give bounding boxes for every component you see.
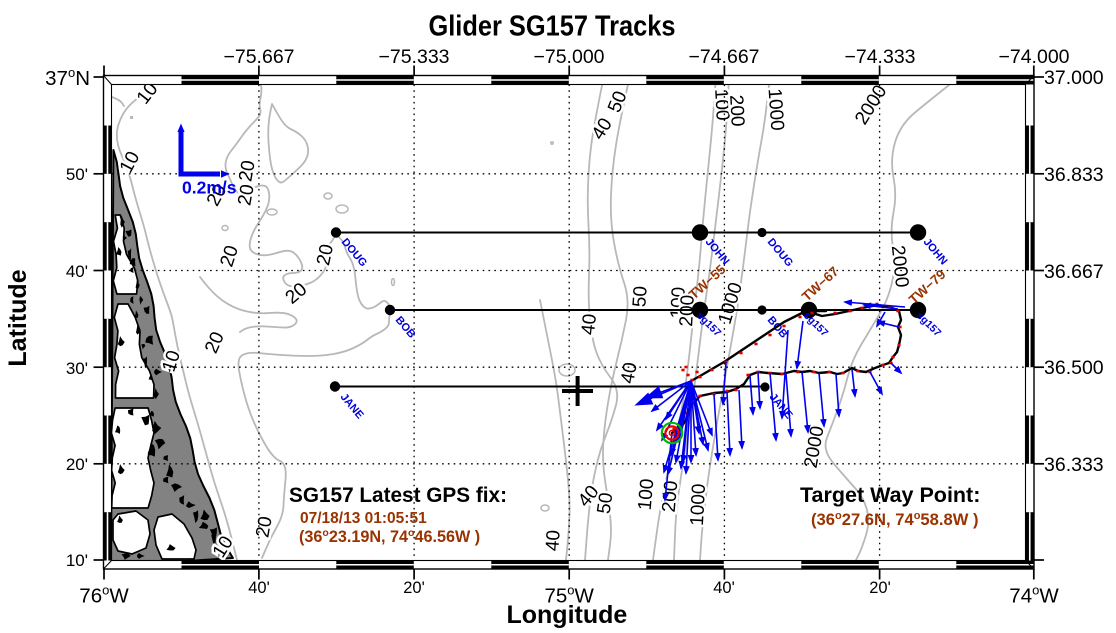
svg-text:−74.000: −74.000 <box>998 46 1069 68</box>
svg-text:40: 40 <box>617 361 641 385</box>
svg-text:76oW: 76oW <box>79 583 129 608</box>
svg-text:40': 40' <box>248 579 270 597</box>
svg-text:20: 20 <box>313 242 338 267</box>
svg-text:50: 50 <box>629 285 651 308</box>
svg-text:−75.333: −75.333 <box>378 46 449 68</box>
svg-text:20: 20 <box>234 183 258 207</box>
svg-text:40: 40 <box>542 529 564 552</box>
svg-text:1000: 1000 <box>687 483 710 526</box>
svg-text:−74.333: −74.333 <box>844 46 915 68</box>
svg-text:36.333: 36.333 <box>1044 454 1104 476</box>
svg-text:20': 20' <box>403 579 425 597</box>
svg-text:40: 40 <box>578 313 601 336</box>
svg-text:30': 30' <box>66 359 88 378</box>
svg-text:37oN: 37oN <box>45 65 90 90</box>
svg-text:40': 40' <box>713 579 735 597</box>
svg-text:100: 100 <box>710 88 733 121</box>
svg-text:10': 10' <box>66 551 88 570</box>
svg-text:20': 20' <box>869 579 891 597</box>
svg-text:Latitude: Latitude <box>4 269 32 366</box>
svg-text:74oW: 74oW <box>1009 583 1059 608</box>
svg-text:−75.000: −75.000 <box>533 46 604 68</box>
svg-text:(36o23.19N, 74o46.56W ): (36o23.19N, 74o46.56W ) <box>299 527 480 546</box>
svg-text:50: 50 <box>594 491 618 515</box>
svg-text:−75.667: −75.667 <box>223 46 294 68</box>
svg-text:Glider SG157 Tracks: Glider SG157 Tracks <box>429 11 676 43</box>
svg-text:20: 20 <box>252 515 276 539</box>
svg-text:Target Way Point:: Target Way Point: <box>800 483 980 507</box>
svg-text:40': 40' <box>66 262 88 281</box>
svg-text:1000: 1000 <box>764 88 788 132</box>
svg-text:07/18/13 01:05:51: 07/18/13 01:05:51 <box>300 510 427 527</box>
svg-text:20: 20 <box>235 159 259 183</box>
svg-text:37.000: 37.000 <box>1044 67 1104 89</box>
svg-text:200: 200 <box>659 480 683 513</box>
svg-text:2000: 2000 <box>887 244 912 288</box>
svg-text:75oW: 75oW <box>544 583 594 608</box>
svg-text:36.500: 36.500 <box>1044 357 1104 379</box>
svg-text:−74.667: −74.667 <box>688 46 759 68</box>
svg-text:(36o27.6N, 74o58.8W ): (36o27.6N, 74o58.8W ) <box>811 510 979 529</box>
svg-text:0.2m/s: 0.2m/s <box>182 178 237 198</box>
svg-text:100: 100 <box>635 478 659 511</box>
svg-text:36.667: 36.667 <box>1044 261 1104 283</box>
svg-text:200: 200 <box>725 94 748 127</box>
svg-text:36.833: 36.833 <box>1044 164 1104 186</box>
svg-text:SG157 Latest GPS fix:: SG157 Latest GPS fix: <box>289 483 507 507</box>
svg-text:20': 20' <box>66 455 88 474</box>
svg-text:50': 50' <box>66 165 88 184</box>
svg-text:Longitude: Longitude <box>506 601 627 629</box>
